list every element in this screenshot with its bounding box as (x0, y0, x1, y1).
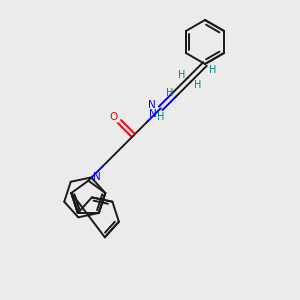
Text: N: N (148, 109, 156, 118)
Text: N: N (148, 100, 156, 110)
Text: H: H (209, 65, 217, 75)
Text: N: N (93, 172, 101, 182)
Text: H: H (178, 70, 185, 80)
Text: O: O (109, 112, 118, 122)
Text: H: H (157, 112, 164, 122)
Text: H: H (194, 80, 201, 90)
Text: H: H (166, 88, 174, 98)
